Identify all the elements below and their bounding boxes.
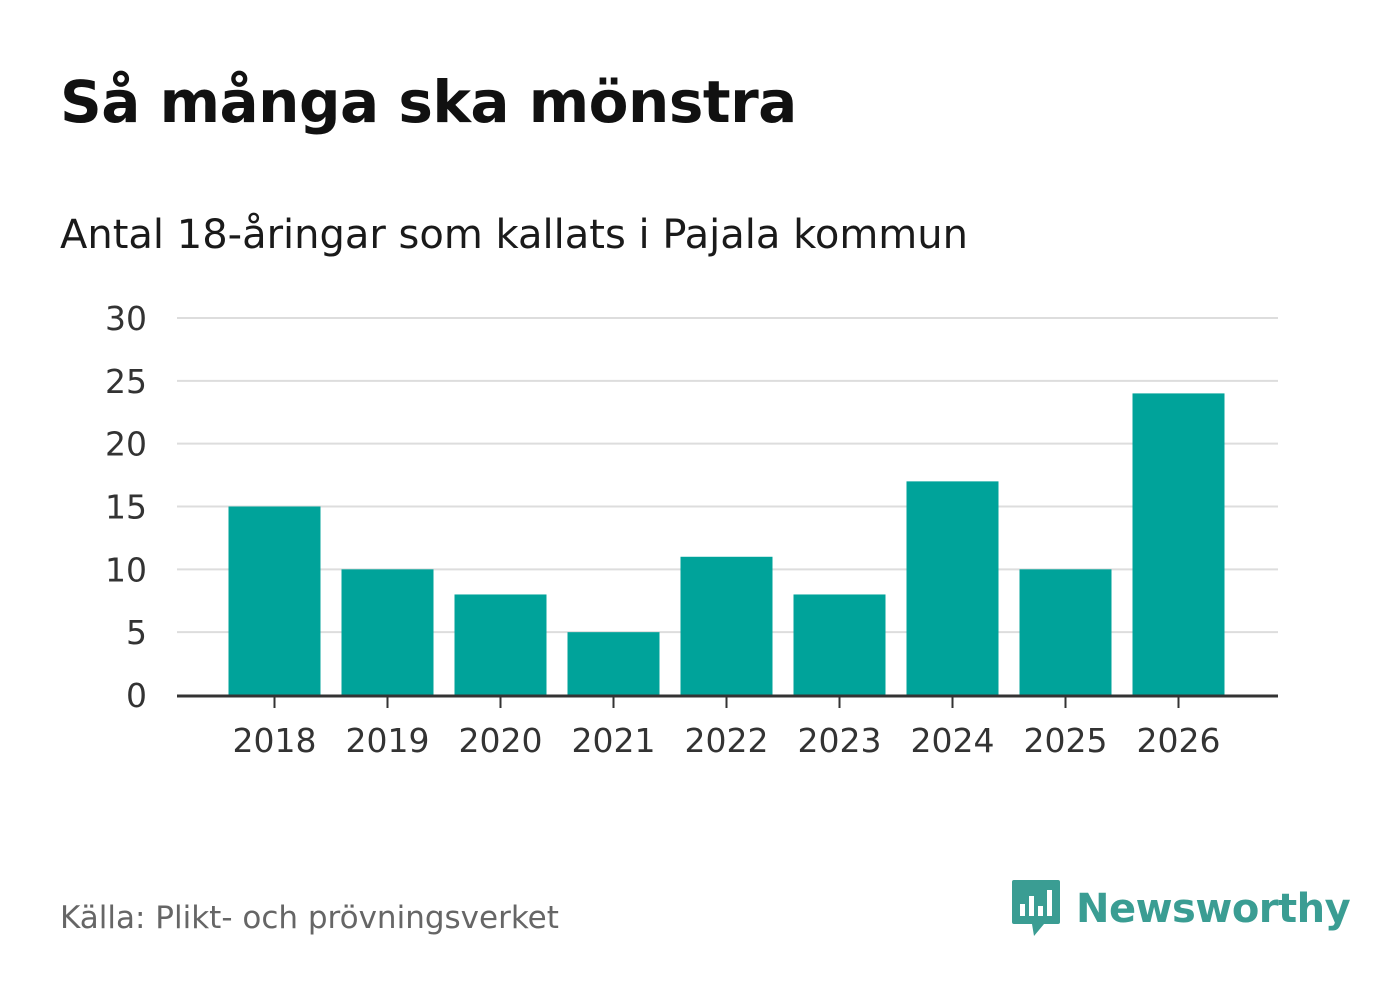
x-tick-label: 2023 — [798, 721, 882, 760]
y-tick-label: 10 — [105, 550, 147, 589]
y-tick-label: 30 — [105, 299, 147, 338]
bars — [228, 393, 1225, 695]
y-tick-label: 20 — [105, 425, 147, 464]
y-axis-ticks: 0 5 10 15 20 25 30 — [105, 299, 147, 715]
newsworthy-logo-icon — [1012, 880, 1060, 936]
y-tick-label: 5 — [126, 613, 147, 652]
bar-2019 — [341, 569, 434, 695]
brand-name: Newsworthy — [1076, 886, 1351, 932]
x-tick-label: 2021 — [572, 721, 656, 760]
chart-title: Så många ska mönstra — [60, 68, 797, 136]
x-axis-ticks: 2018 2019 2020 2021 2022 2023 2024 2025 2026 — [233, 696, 1221, 760]
y-tick-label: 0 — [126, 676, 147, 715]
x-tick-label: 2024 — [911, 721, 995, 760]
bar-2020 — [454, 594, 547, 695]
y-tick-label: 15 — [105, 488, 147, 527]
x-tick-label: 2026 — [1137, 721, 1221, 760]
x-tick-label: 2018 — [233, 721, 317, 760]
x-tick-label: 2025 — [1024, 721, 1108, 760]
bar-2021 — [567, 632, 660, 695]
x-tick-label: 2020 — [459, 721, 543, 760]
bar-2025 — [1019, 569, 1112, 695]
bar-2024 — [906, 481, 999, 695]
chart-subtitle: Antal 18-åringar som kallats i Pajala ko… — [60, 212, 968, 258]
x-tick-label: 2019 — [346, 721, 430, 760]
bar-2022 — [680, 556, 773, 695]
bar-2026 — [1132, 393, 1225, 695]
source-note: Källa: Plikt- och prövningsverket — [60, 900, 559, 936]
y-tick-label: 25 — [105, 362, 147, 401]
bar-2023 — [793, 594, 886, 695]
newsworthy-logo: Newsworthy — [1010, 878, 1351, 940]
x-tick-label: 2022 — [685, 721, 769, 760]
bar-2018 — [228, 506, 321, 695]
